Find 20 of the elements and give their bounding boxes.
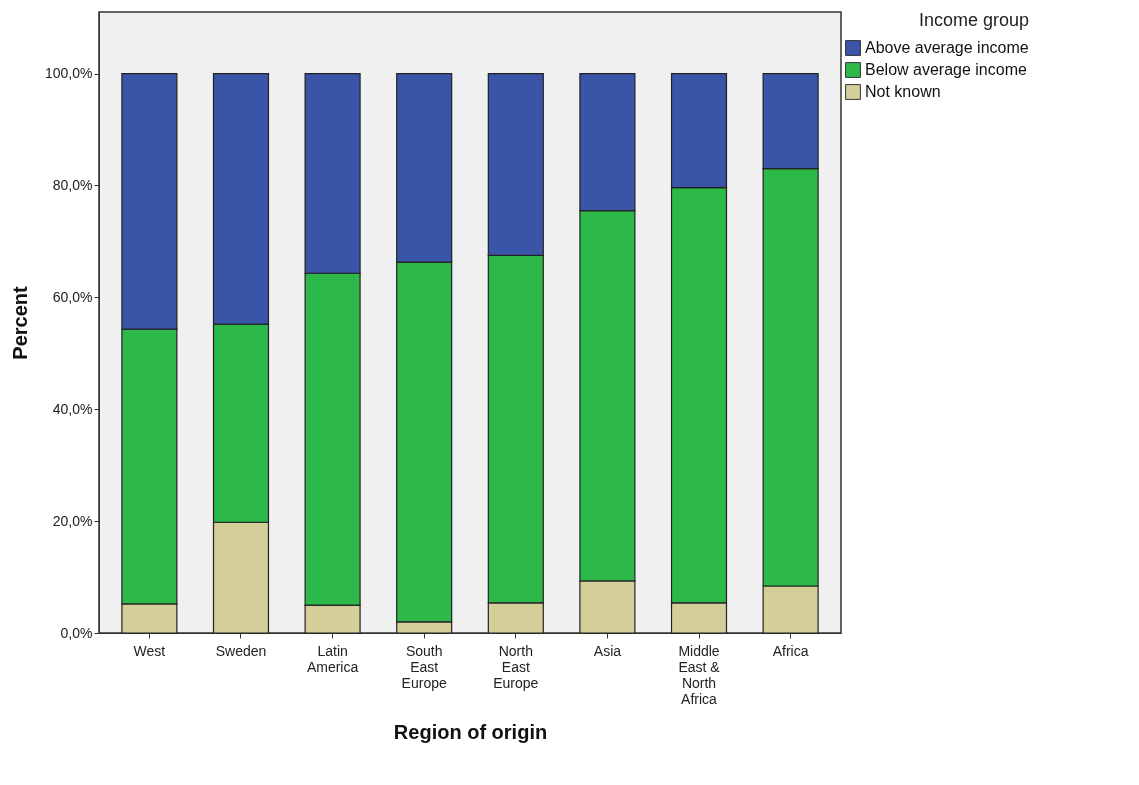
x-axis-title: Region of origin xyxy=(393,720,548,743)
y-tick-label: 60,0% xyxy=(52,288,93,305)
legend-title: Income group xyxy=(918,10,1029,30)
y-tick-label: 20,0% xyxy=(52,512,93,529)
y-tick-label: 80,0% xyxy=(52,176,93,193)
y-tick-label: 40,0% xyxy=(52,400,93,417)
legend-label: Not known xyxy=(865,83,941,100)
x-tick-label: North East Europe xyxy=(493,642,539,691)
legend-label: Below average income xyxy=(865,61,1027,78)
x-tick-label: West xyxy=(133,642,166,659)
x-tick-label: Africa xyxy=(772,642,809,659)
y-tick-label: 0,0% xyxy=(60,624,93,641)
y-tick-label: 100,0% xyxy=(45,65,93,82)
y-axis-title: Percent xyxy=(9,285,32,360)
x-tick-label: Sweden xyxy=(215,642,267,659)
x-tick-label: Latin America xyxy=(306,642,359,675)
x-tick-label: South East Europe xyxy=(401,642,447,691)
legend-label: Above average income xyxy=(865,39,1029,56)
x-tick-label: Asia xyxy=(593,642,622,659)
x-tick-label: Middle East & North Africa xyxy=(678,642,721,707)
